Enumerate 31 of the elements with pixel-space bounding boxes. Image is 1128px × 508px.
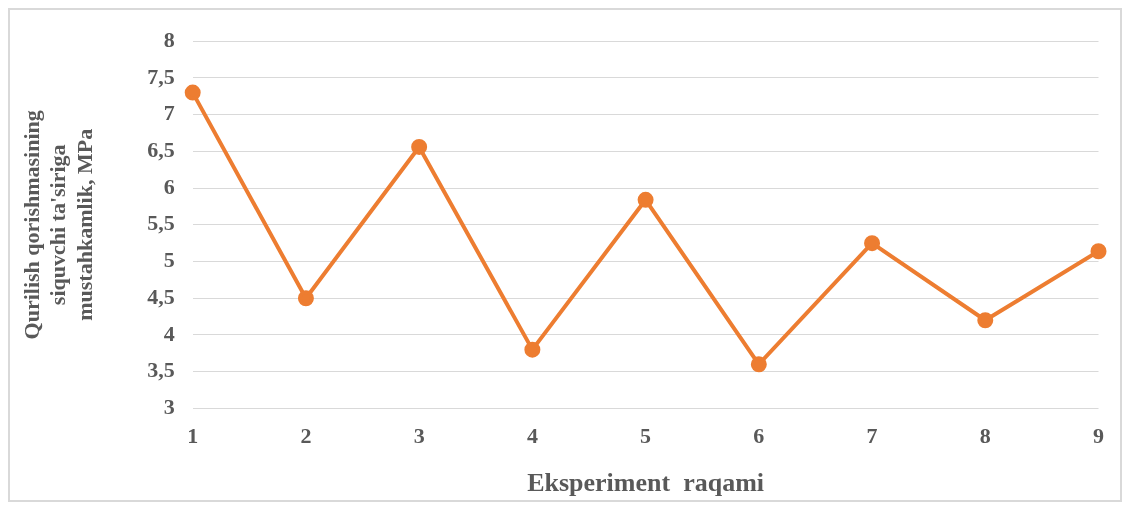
point	[184, 84, 201, 101]
point	[1090, 243, 1107, 260]
x-tick-label: 6	[753, 423, 765, 449]
y-tick-label: 6,5	[147, 137, 175, 163]
point	[637, 191, 654, 208]
x-tick-label: 3	[413, 423, 425, 449]
y-tick-label: 8	[163, 26, 175, 52]
x-tick-label: 2	[300, 423, 312, 449]
y-tick-label: 5,5	[147, 210, 175, 236]
x-tick-label: 4	[526, 423, 538, 449]
point	[524, 341, 541, 358]
x-tick-label: 8	[979, 423, 991, 449]
x-tick-label: 7	[866, 423, 878, 449]
y-tick-label: 3,5	[147, 357, 175, 383]
y-tick-label: 6	[163, 173, 175, 199]
x-tick-label: 9	[1093, 423, 1104, 449]
y-tick-label: 4	[163, 320, 175, 346]
y-tick-label: 7	[163, 100, 175, 126]
point	[750, 356, 767, 373]
x-tick-label: 5	[640, 423, 652, 449]
point	[411, 138, 428, 155]
x-tick-label: 1	[187, 423, 199, 449]
y-tick-label: 5	[163, 247, 175, 273]
y-tick-label: 3	[163, 394, 175, 420]
y-axis-title: Qurilish qorishmasining siquvchi ta'siriga mustahkamlik, MPa	[18, 110, 97, 340]
point	[977, 312, 994, 329]
y-tick-label: 7,5	[147, 63, 175, 89]
point	[297, 290, 314, 307]
y-tick-label: 4,5	[147, 283, 175, 309]
point	[864, 235, 881, 252]
x-axis-title: Eksperiment raqami	[527, 468, 765, 498]
